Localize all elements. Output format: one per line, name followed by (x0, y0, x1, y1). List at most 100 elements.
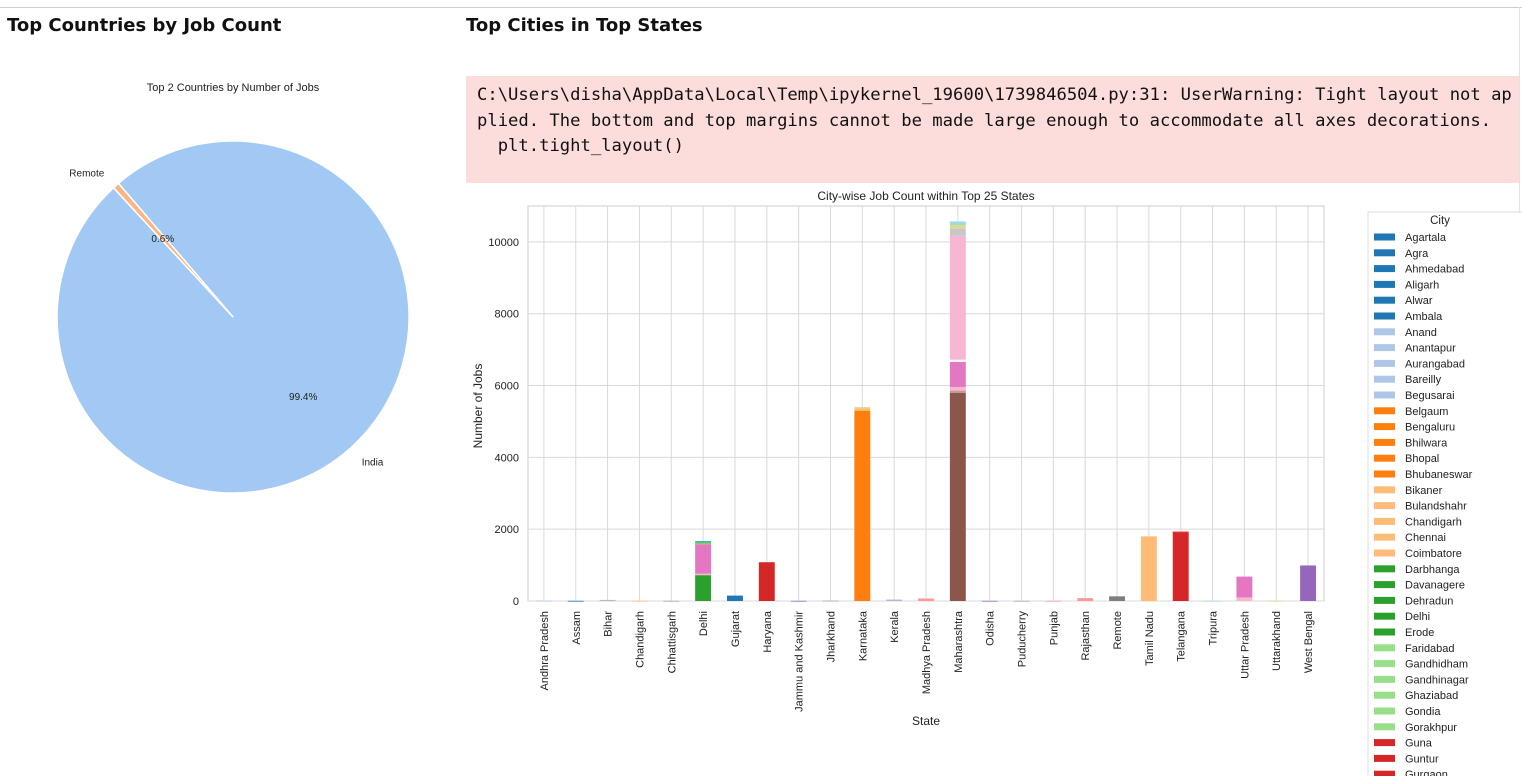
legend-entry: Anantapur (1405, 343, 1456, 355)
x-tick-label: Chhattisgarh (666, 611, 678, 673)
legend-entry: Bengaluru (1405, 422, 1455, 434)
y-tick-label: 2000 (495, 524, 519, 536)
x-tick-label: Haryana (762, 610, 774, 652)
x-tick-label: Karnataka (857, 610, 869, 661)
legend-entry: Faridabad (1405, 643, 1455, 655)
x-tick-label: West Bengal (1303, 611, 1315, 673)
legend-swatch (1374, 502, 1395, 510)
bar-segment (1045, 600, 1062, 602)
y-tick-label: 6000 (495, 381, 519, 393)
legend-entry: Ahmedabad (1405, 264, 1464, 276)
legend-swatch (1374, 312, 1395, 320)
pie-pct-remote: 0.6% (151, 234, 174, 245)
legend-swatch (1374, 565, 1395, 573)
bar-segment (1236, 597, 1253, 601)
legend-swatch (1374, 407, 1395, 415)
x-tick-label: Uttar Pradesh (1239, 611, 1251, 679)
x-tick-label: Rajasthan (1080, 611, 1092, 661)
warning-source-line: plt.tight_layout() (477, 136, 684, 156)
legend-entry: Bareilly (1405, 374, 1442, 386)
legend-swatch (1374, 581, 1395, 589)
bar-segment (695, 542, 712, 545)
legend-title: City (1430, 215, 1450, 227)
legend-swatch (1374, 707, 1395, 715)
bar-segment (663, 600, 680, 602)
stacked-bar-chart: City-wise Job Count within Top 25 States… (471, 189, 1522, 776)
x-tick-label: Gujarat (730, 611, 742, 647)
legend-swatch (1374, 754, 1395, 762)
bar-segment (949, 359, 966, 362)
legend-entry: Gurgaon (1405, 769, 1448, 776)
city-legend: City Agartala Agra Ahmedabad Aligarh Alwar Am… (1367, 211, 1522, 776)
bar-segment (822, 600, 839, 602)
legend-entry: Bhilwara (1405, 437, 1448, 449)
right-cell-heading: Top Cities in Top States (466, 15, 703, 36)
legend-entry: Gandhidham (1405, 659, 1468, 671)
bar-segment (1172, 532, 1189, 601)
bar-segment (727, 595, 743, 601)
legend-swatch (1374, 486, 1395, 494)
y-axis-label: Number of Jobs (471, 364, 485, 449)
bar-segment (949, 361, 966, 387)
legend-swatch (1374, 549, 1395, 557)
legend-swatch (1374, 391, 1395, 399)
bar-segment (631, 600, 648, 602)
legend-swatch (1374, 691, 1395, 699)
bar-segment (949, 392, 966, 601)
x-tick-label: Tamil Nadu (1144, 611, 1156, 666)
pie-label-india: India (362, 458, 384, 469)
bar-segment (1204, 600, 1221, 602)
bar-segment (1013, 600, 1030, 602)
pie-title: Top 2 Countries by Number of Jobs (147, 82, 320, 94)
bar-segment (1300, 565, 1317, 601)
x-tick-label: Bihar (603, 611, 615, 637)
legend-swatch (1374, 328, 1395, 336)
y-tick-label: 0 (513, 596, 519, 608)
warning-output-box: C:\Users\disha\AppData\Local\Temp\ipyker… (466, 76, 1519, 183)
bar-segment (758, 562, 775, 601)
warning-message: C:\Users\disha\AppData\Local\Temp\ipyker… (477, 85, 1512, 131)
bar-segment (854, 408, 871, 411)
legend-entry: Gandhinagar (1405, 674, 1469, 686)
bar-segment (949, 221, 966, 226)
legend-entry: Ghaziabad (1405, 690, 1458, 702)
bar-segment (1077, 598, 1094, 601)
legend-swatch (1374, 596, 1395, 604)
bar-segment (854, 407, 871, 409)
legend-swatch (1374, 249, 1395, 257)
legend-entry: Alwar (1405, 295, 1433, 307)
legend-entry: Darbhanga (1405, 564, 1460, 576)
legend-swatch (1374, 359, 1395, 367)
x-tick-label: Kerala (889, 610, 901, 643)
legend-swatch (1374, 660, 1395, 668)
x-tick-label: Odisha (985, 610, 997, 646)
legend-entry: Gondia (1405, 706, 1441, 718)
legend-swatch (1374, 233, 1395, 241)
x-tick-label: Chandigarh (634, 611, 646, 668)
legend-swatch (1374, 628, 1395, 636)
y-tick-label: 8000 (495, 309, 519, 321)
x-tick-label: Delhi (698, 611, 710, 636)
legend-entry: Belgaum (1405, 406, 1448, 418)
legend-entry: Erode (1405, 627, 1434, 639)
legend-swatch (1374, 265, 1395, 273)
legend-swatch (1374, 344, 1395, 352)
legend-swatch (1374, 533, 1395, 541)
bar-segment (695, 544, 712, 574)
legend-swatch (1374, 375, 1395, 383)
bar-segment (886, 599, 903, 601)
x-tick-label: Andhra Pradesh (539, 611, 551, 691)
legend-entry: Bulandshahr (1405, 501, 1467, 513)
bar-segment (981, 600, 998, 602)
legend-entry: Davanagere (1405, 580, 1465, 592)
legend-swatch (1374, 296, 1395, 304)
x-tick-label: Maharashtra (953, 610, 965, 673)
bar-segment (1109, 596, 1125, 601)
bar-segment (918, 598, 934, 601)
legend-entry: Guntur (1405, 753, 1439, 765)
x-tick-label: Jammu and Kashmir (794, 611, 806, 712)
bar-segment (949, 225, 966, 229)
left-cell-heading: Top Countries by Job Count (7, 15, 282, 36)
legend-swatch (1374, 723, 1395, 731)
legend-entry: Dehradun (1405, 595, 1453, 607)
